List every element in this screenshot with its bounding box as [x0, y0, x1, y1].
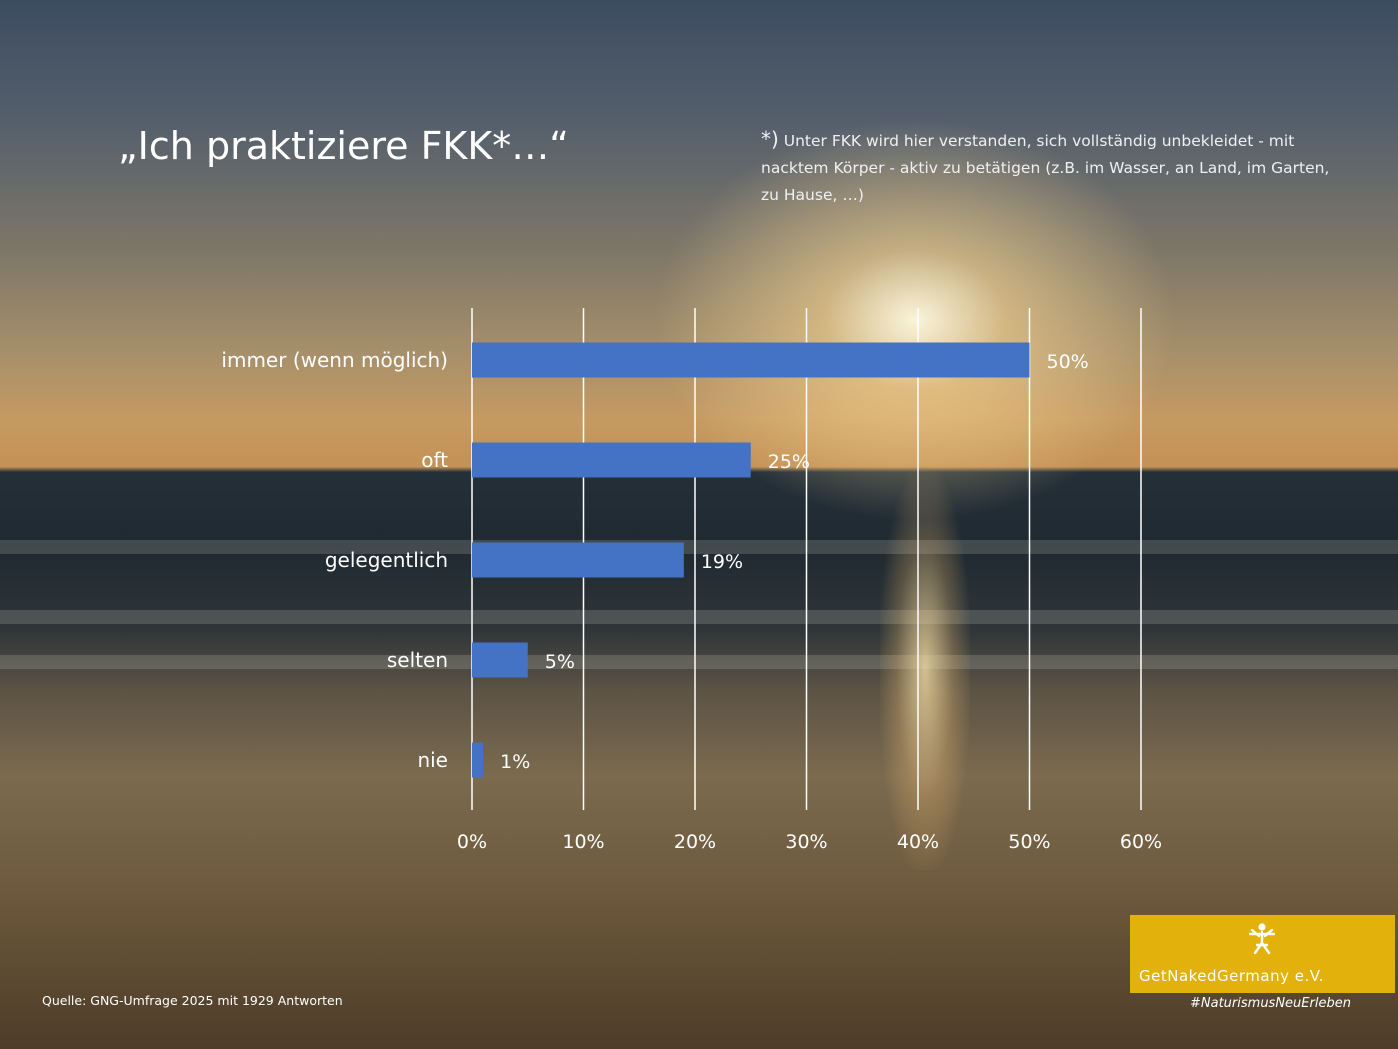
x-tick-label: 20% [674, 831, 716, 853]
category-label: nie [417, 748, 448, 772]
x-tick-label: 40% [897, 831, 939, 853]
x-tick-label: 30% [785, 831, 827, 853]
logo: GetNakedGermany e.V. [1130, 915, 1395, 993]
bar [472, 542, 684, 578]
footnote-marker: *) [761, 127, 779, 151]
category-label: oft [421, 448, 448, 472]
category-label: immer (wenn möglich) [221, 348, 448, 372]
data-label: 1% [500, 751, 530, 773]
sun-reflection [880, 470, 970, 870]
x-tick-label: 50% [1008, 831, 1050, 853]
x-tick-label: 0% [457, 831, 487, 853]
logo-icon [1248, 923, 1276, 955]
x-tick-label: 10% [562, 831, 604, 853]
slide-title: „Ich praktiziere FKK*…“ [118, 124, 569, 168]
wave-crest [0, 655, 1398, 669]
data-label: 50% [1047, 351, 1089, 373]
bar [472, 342, 1030, 378]
source-note: Quelle: GNG-Umfrage 2025 mit 1929 Antwor… [42, 993, 343, 1008]
bar [472, 642, 528, 678]
category-label: selten [387, 648, 448, 672]
footnote-text: Unter FKK wird hier verstanden, sich vol… [761, 132, 1330, 204]
data-label: 5% [545, 651, 575, 673]
x-tick-label: 60% [1120, 831, 1162, 853]
hashtag: #NaturismusNeuErleben [1190, 996, 1351, 1011]
bar [472, 442, 751, 478]
category-label: gelegentlich [325, 548, 448, 572]
footnote: *) Unter FKK wird hier verstanden, sich … [761, 126, 1341, 209]
data-label: 19% [701, 551, 743, 573]
logo-text: GetNakedGermany e.V. [1139, 967, 1324, 985]
bar [472, 742, 484, 778]
data-label: 25% [768, 451, 810, 473]
wave-crest [0, 540, 1398, 554]
wave-crest [0, 610, 1398, 624]
